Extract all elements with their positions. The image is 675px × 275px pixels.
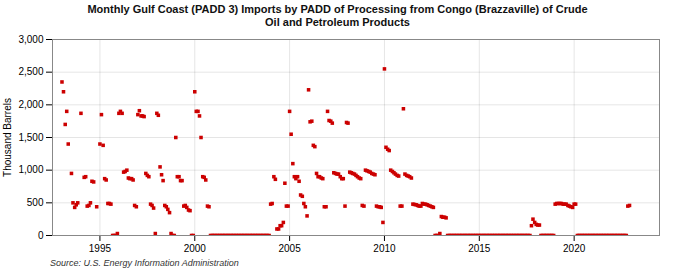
svg-text:500: 500 — [27, 197, 44, 208]
svg-text:2005: 2005 — [278, 243, 301, 254]
svg-text:2,000: 2,000 — [18, 99, 43, 110]
svg-text:1995: 1995 — [89, 243, 112, 254]
svg-text:1,000: 1,000 — [18, 164, 43, 175]
svg-text:2000: 2000 — [184, 243, 207, 254]
svg-text:2015: 2015 — [468, 243, 491, 254]
html-text:Source: U.S. Energy Informatio: Source: U.S. Energy Information Administ… — [50, 258, 239, 268]
svg-text:1,500: 1,500 — [18, 132, 43, 143]
svg-text:2,500: 2,500 — [18, 66, 43, 77]
svg-text:3,000: 3,000 — [18, 34, 43, 45]
svg-text:Thousand Barrels: Thousand Barrels — [2, 98, 13, 177]
svg-text:2020: 2020 — [563, 243, 586, 254]
svg-text:0: 0 — [38, 230, 44, 241]
html-text:Monthly Gulf Coast (PADD 3) Im: Monthly Gulf Coast (PADD 3) Imports by P… — [87, 3, 588, 28]
svg-text:2010: 2010 — [373, 243, 396, 254]
